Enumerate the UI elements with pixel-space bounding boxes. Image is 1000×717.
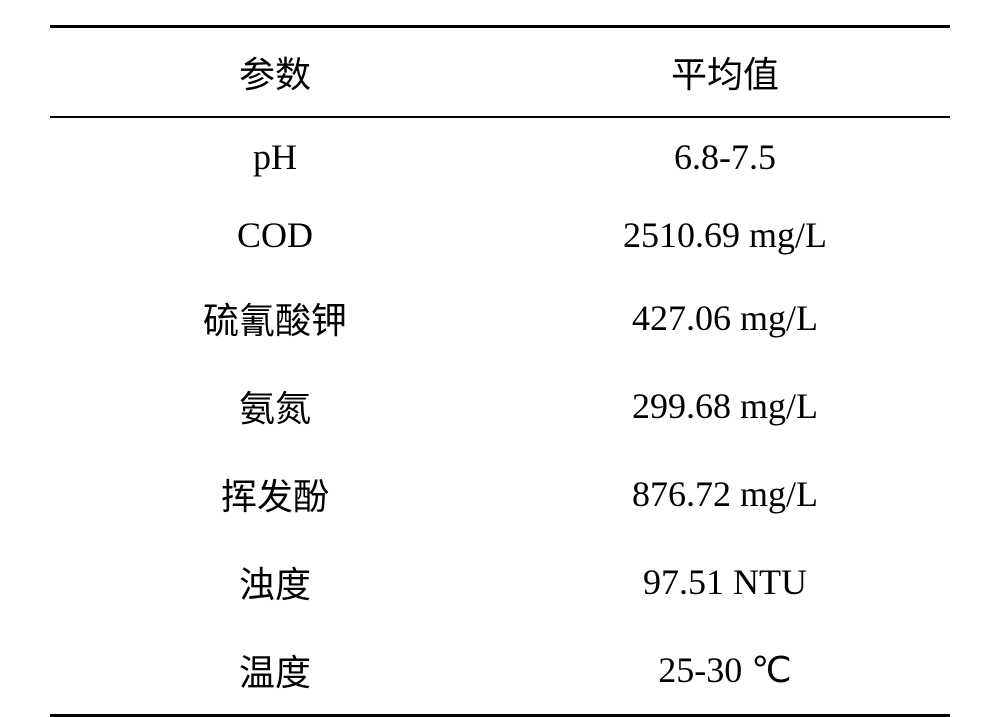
cell-parameter: 温度 (50, 626, 500, 716)
cell-parameter: 氨氮 (50, 362, 500, 450)
column-header-parameter: 参数 (50, 27, 500, 118)
cell-parameter: pH (50, 117, 500, 196)
table-row: pH 6.8-7.5 (50, 117, 950, 196)
table-row: 氨氮 299.68 mg/L (50, 362, 950, 450)
cell-value: 2510.69 mg/L (500, 196, 950, 274)
cell-parameter: COD (50, 196, 500, 274)
table-row: 硫氰酸钾 427.06 mg/L (50, 274, 950, 362)
table-row: 浊度 97.51 NTU (50, 538, 950, 626)
cell-parameter: 挥发酚 (50, 450, 500, 538)
table-row: 温度 25-30 ℃ (50, 626, 950, 716)
cell-value: 97.51 NTU (500, 538, 950, 626)
cell-parameter: 浊度 (50, 538, 500, 626)
cell-value: 876.72 mg/L (500, 450, 950, 538)
cell-value: 25-30 ℃ (500, 626, 950, 716)
cell-parameter: 硫氰酸钾 (50, 274, 500, 362)
parameters-table: 参数 平均值 pH 6.8-7.5 COD 2510.69 mg/L 硫氰酸钾 … (50, 25, 950, 717)
table-row: COD 2510.69 mg/L (50, 196, 950, 274)
table-row: 挥发酚 876.72 mg/L (50, 450, 950, 538)
parameters-table-container: 参数 平均值 pH 6.8-7.5 COD 2510.69 mg/L 硫氰酸钾 … (50, 25, 950, 717)
cell-value: 299.68 mg/L (500, 362, 950, 450)
cell-value: 6.8-7.5 (500, 117, 950, 196)
cell-value: 427.06 mg/L (500, 274, 950, 362)
column-header-value: 平均值 (500, 27, 950, 118)
table-header-row: 参数 平均值 (50, 27, 950, 118)
